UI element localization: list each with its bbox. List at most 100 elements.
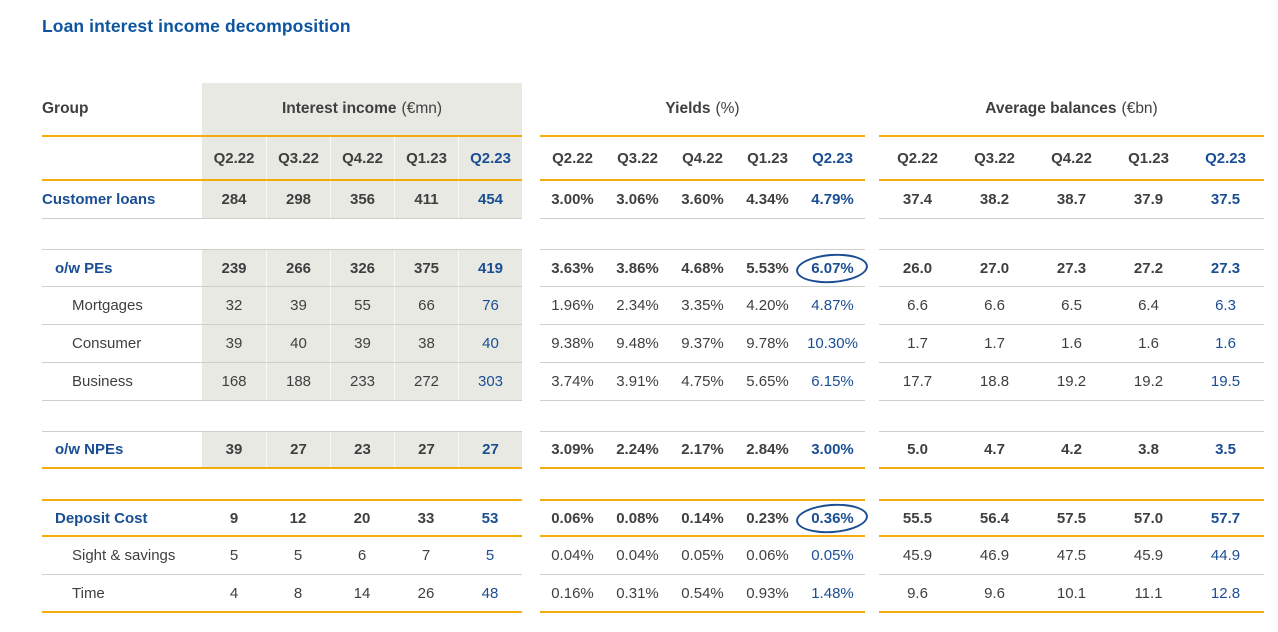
quarter-header: Q2.23 xyxy=(458,137,522,179)
value-cell: 76 xyxy=(458,287,522,324)
quarter-header-label: Q4.22 xyxy=(342,149,383,167)
value-cell: 45.9 xyxy=(879,537,956,574)
value-cell: 57.5 xyxy=(1033,501,1110,535)
value-cell: 6.6 xyxy=(956,287,1033,324)
quarter-header: Q4.22 xyxy=(330,137,394,179)
value: 0.93% xyxy=(746,584,789,602)
table-row: Sight & savings 5 5 6 7 5 0.04% 0.04% 0.05% 0.06%… xyxy=(42,537,1278,575)
value: 37.4 xyxy=(902,191,933,208)
value: 4.7 xyxy=(984,441,1005,458)
quarter-header-label: Q3.22 xyxy=(278,149,319,167)
value: 12.8 xyxy=(1210,584,1241,602)
row-segment-balances: 17.7 18.8 19.2 19.2 19.5 xyxy=(879,363,1264,401)
value-cell: 12 xyxy=(266,501,330,535)
quarter-header: Q1.23 xyxy=(735,137,800,179)
value: 4.2 xyxy=(1061,441,1082,458)
value: 266 xyxy=(285,259,312,277)
value: 32 xyxy=(225,297,243,314)
quarter-header: Q2.22 xyxy=(202,137,266,179)
value: 298 xyxy=(285,191,312,208)
value-cell: 38.2 xyxy=(956,181,1033,218)
row-segment-ii: Consumer 39 40 39 38 40 xyxy=(42,325,522,363)
row-label: Time xyxy=(72,584,105,602)
table-header-sections: Group Interest income (€mn) Yields (%) A… xyxy=(42,83,1278,137)
value: 0.04% xyxy=(616,547,659,564)
value-cell: 1.6 xyxy=(1033,325,1110,362)
value: 375 xyxy=(413,259,440,277)
row-segment-balances: 6.6 6.6 6.5 6.4 6.3 xyxy=(879,287,1264,325)
row-label-cell: Customer loans xyxy=(42,181,202,218)
value: 4.34% xyxy=(746,191,789,208)
quarter-header-label: Q2.22 xyxy=(213,149,255,167)
value: 6.6 xyxy=(907,297,928,314)
value: 188 xyxy=(285,373,312,390)
header-segment-interest-income: Group Interest income (€mn) xyxy=(42,83,522,137)
value-cell: 3.91% xyxy=(605,363,670,400)
value: 66 xyxy=(418,297,435,314)
value: 39 xyxy=(354,335,371,352)
value: 27 xyxy=(290,441,307,458)
value: 38.7 xyxy=(1056,191,1087,208)
row-label: Mortgages xyxy=(72,297,143,314)
value-cell: 454 xyxy=(458,181,522,218)
value: 10.30% xyxy=(807,335,858,352)
spacer-row xyxy=(42,469,1278,499)
quarter-header: Q3.22 xyxy=(956,137,1033,179)
value: 3.60% xyxy=(681,191,724,208)
value-cell: 48 xyxy=(458,575,522,611)
value-cell: 14 xyxy=(330,575,394,611)
section-title-balances: Average balances (€bn) xyxy=(879,83,1264,135)
value: 57.0 xyxy=(1133,509,1164,527)
value-cell: 57.7 xyxy=(1187,501,1264,535)
value-cell: 0.14% xyxy=(670,501,735,535)
value: 19.2 xyxy=(1056,373,1087,390)
value-cell: 0.06% xyxy=(540,501,605,535)
table-row: Consumer 39 40 39 38 40 9.38% 9.48% 9.37% 9.78% 10… xyxy=(42,325,1278,363)
value: 27.3 xyxy=(1056,259,1087,277)
value: 419 xyxy=(477,259,504,277)
value-cell: 38 xyxy=(394,325,458,362)
value-cell: 37.5 xyxy=(1187,181,1264,218)
value-cell: 17.7 xyxy=(879,363,956,400)
quarter-header: Q2.22 xyxy=(540,137,605,179)
value: 44.9 xyxy=(1210,547,1241,564)
value: 55.5 xyxy=(902,509,933,527)
value-cell: 44.9 xyxy=(1187,537,1264,574)
row-segment-yields: 1.96% 2.34% 3.35% 4.20% 4.87% xyxy=(540,287,865,325)
row-segment-balances: 9.6 9.6 10.1 11.1 12.8 xyxy=(879,575,1264,613)
value: 39 xyxy=(225,335,243,352)
value-cell: 3.8 xyxy=(1110,432,1187,467)
row-segment-balances: 55.5 56.4 57.5 57.0 57.7 xyxy=(879,499,1264,537)
row-segment-ii: Customer loans 284 298 356 411 454 xyxy=(42,181,522,219)
value: 18.8 xyxy=(979,373,1010,390)
value-cell: 6.4 xyxy=(1110,287,1187,324)
row-label-cell: Sight & savings xyxy=(42,537,202,574)
row-label-cell: Deposit Cost xyxy=(42,501,202,535)
value: 454 xyxy=(477,191,504,208)
header-segment-yields: Yields (%) xyxy=(540,83,865,137)
value-cell: 47.5 xyxy=(1033,537,1110,574)
value-cell: 40 xyxy=(266,325,330,362)
quarter-header-label: Q2.22 xyxy=(552,149,593,167)
value-cell: 56.4 xyxy=(956,501,1033,535)
value-cell: 0.06% xyxy=(735,537,800,574)
value-cell: 27.3 xyxy=(1187,250,1264,286)
row-label: Business xyxy=(72,373,133,390)
value: 55 xyxy=(354,297,371,314)
value-cell: 10.30% xyxy=(800,325,865,362)
loan-decomposition-table: Group Interest income (€mn) Yields (%) A… xyxy=(42,83,1278,613)
value-cell: 45.9 xyxy=(1110,537,1187,574)
value-cell: 3.5 xyxy=(1187,432,1264,467)
value-cell: 419 xyxy=(458,250,522,286)
row-label: o/w PEs xyxy=(55,259,113,277)
page-title: Loan interest income decomposition xyxy=(42,16,351,36)
value-cell: 9.78% xyxy=(735,325,800,362)
value: 9.6 xyxy=(907,584,928,602)
value-cell: 3.06% xyxy=(605,181,670,218)
quarter-header: Q2.22 xyxy=(879,137,956,179)
value: 0.05% xyxy=(681,547,724,564)
value-cell: 4.79% xyxy=(800,181,865,218)
value-cell: 1.7 xyxy=(956,325,1033,362)
value-cell: 57.0 xyxy=(1110,501,1187,535)
value-cell: 4.68% xyxy=(670,250,735,286)
